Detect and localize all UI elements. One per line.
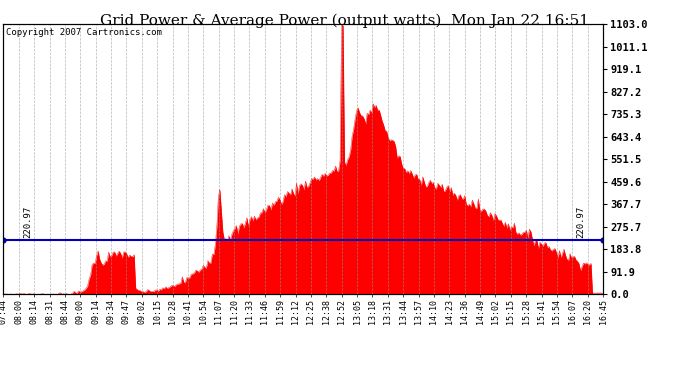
Text: 220.97: 220.97 [576,206,585,238]
Text: 220.97: 220.97 [23,206,32,238]
Text: Copyright 2007 Cartronics.com: Copyright 2007 Cartronics.com [6,28,162,38]
Text: Grid Power & Average Power (output watts)  Mon Jan 22 16:51: Grid Power & Average Power (output watts… [101,13,589,27]
